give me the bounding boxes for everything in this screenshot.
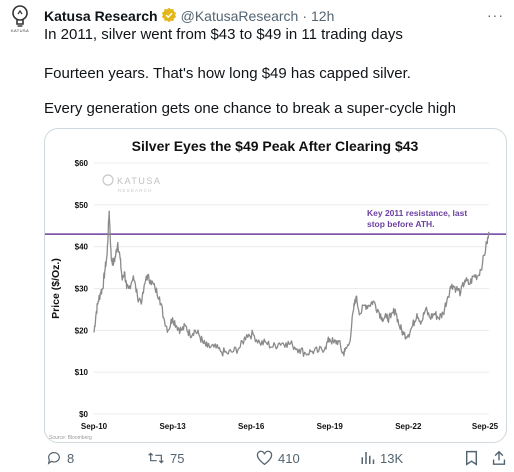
y-tick-label: $0 — [79, 410, 88, 419]
resistance-label-line-1: Key 2011 resistance, last — [367, 208, 467, 218]
watermark-text: KATUSA — [117, 176, 161, 186]
author-handle[interactable]: @KatusaResearch — [180, 8, 299, 24]
separator-dot: · — [302, 8, 308, 24]
tweet-header: Katusa Research @KatusaResearch · 12h — [44, 6, 514, 26]
views-button[interactable]: 13K — [360, 450, 403, 466]
chart-grid — [94, 162, 489, 415]
repost-button[interactable]: 75 — [147, 450, 184, 466]
share-button[interactable] — [492, 450, 506, 466]
y-tick-label: $60 — [75, 159, 89, 168]
x-tick-label: Sep-25 — [472, 422, 499, 431]
reply-count: 8 — [67, 450, 75, 466]
y-tick-label: $10 — [75, 368, 89, 377]
tweet-text-line-1: In 2011, silver went from $43 to $49 in … — [44, 26, 403, 43]
x-tick-label: Sep-16 — [238, 422, 265, 431]
like-button[interactable]: 410 — [256, 450, 300, 466]
heart-icon — [256, 450, 273, 466]
y-axis-label: Price ($/Oz.) — [50, 258, 62, 319]
resistance-label-line-2: stop before ATH. — [367, 219, 435, 229]
silver-price-chart: Silver Eyes the $49 Peak After Clearing … — [45, 138, 506, 441]
bookmark-icon — [465, 450, 478, 466]
y-tick-label: $40 — [75, 243, 89, 252]
verified-badge-icon — [161, 7, 177, 26]
katusa-watermark: KATUSA RESEARCH — [102, 174, 161, 193]
lightbulb-logo-icon — [12, 5, 28, 27]
repost-count: 75 — [170, 450, 185, 466]
chart-image[interactable]: Silver Eyes the $49 Peak After Clearing … — [44, 128, 507, 443]
x-tick-label: Sep-19 — [317, 422, 344, 431]
avatar-label: KATUSA — [10, 28, 30, 33]
share-icon — [492, 450, 506, 465]
x-tick-label: Sep-13 — [159, 422, 186, 431]
tweet-text-line-3: Every generation gets one chance to brea… — [44, 100, 456, 117]
source-note: Source: Bloomberg — [49, 435, 92, 441]
x-axis-ticks: Sep-10 Sep-13 Sep-16 Sep-19 Sep-22 Sep-25 — [81, 422, 499, 431]
avatar[interactable]: KATUSA — [0, 2, 40, 42]
author-name[interactable]: Katusa Research — [44, 8, 158, 24]
y-tick-label: $50 — [75, 201, 89, 210]
y-axis-ticks: $0 $10 $20 $30 $40 $50 $60 — [75, 159, 89, 419]
watermark-subtext: RESEARCH — [118, 188, 153, 193]
repost-icon — [148, 452, 164, 464]
reply-icon — [47, 452, 60, 465]
tweet-text-line-2: Fourteen years. That's how long $49 has … — [44, 65, 411, 82]
like-count: 410 — [278, 450, 300, 466]
chart-title: Silver Eyes the $49 Peak After Clearing … — [132, 138, 419, 154]
view-count: 13K — [380, 450, 404, 466]
y-tick-label: $30 — [75, 285, 89, 294]
more-options-icon[interactable]: ··· — [487, 7, 504, 23]
y-tick-label: $20 — [75, 326, 89, 335]
x-tick-label: Sep-10 — [81, 422, 108, 431]
bookmark-button[interactable] — [465, 450, 478, 466]
x-tick-label: Sep-22 — [395, 422, 422, 431]
reply-button[interactable]: 8 — [46, 450, 74, 466]
tweet-actions: 8 75 410 13K — [0, 446, 514, 468]
timestamp[interactable]: 12h — [311, 8, 335, 24]
views-chart-icon — [361, 452, 375, 464]
silver-price-line — [93, 210, 490, 357]
